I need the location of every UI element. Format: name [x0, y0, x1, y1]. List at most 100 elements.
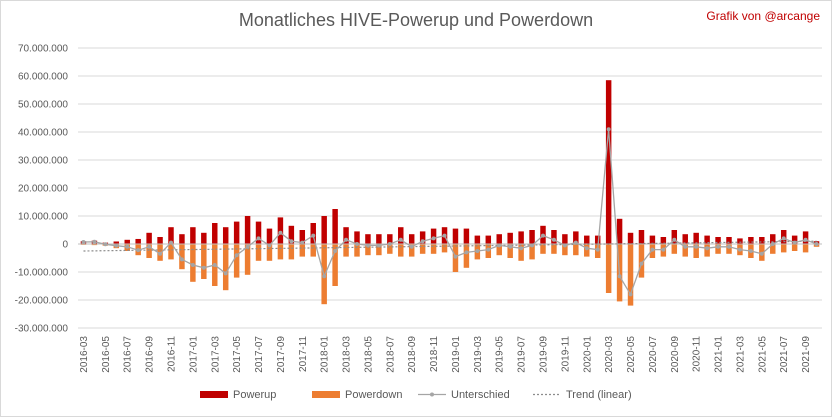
y-tick-label: 70.000.000	[18, 44, 68, 55]
bar-powerup	[354, 231, 360, 244]
bar-powerup	[233, 221, 240, 244]
difference-point	[770, 242, 775, 246]
bar-powerdown	[518, 244, 524, 261]
bar-powerup	[113, 241, 120, 244]
bar-powerdown	[638, 244, 645, 278]
difference-point	[245, 244, 250, 249]
x-tick-label: 2021-09	[801, 336, 812, 373]
bar-powerdown	[770, 244, 776, 254]
difference-point	[562, 243, 567, 248]
difference-point	[617, 274, 622, 279]
y-tick-label: -30.000.000	[15, 324, 69, 335]
bar-powerdown	[343, 244, 349, 257]
difference-point	[748, 249, 753, 253]
legend-swatch	[200, 391, 228, 398]
bar-powerdown	[507, 244, 513, 258]
difference-point	[289, 239, 294, 244]
x-tick-label: 2018-03	[342, 336, 353, 373]
bar-powerdown	[91, 244, 98, 246]
difference-point	[398, 237, 403, 242]
difference-point	[256, 236, 261, 241]
x-tick-label: 2019-09	[539, 336, 550, 373]
bar-powerup	[255, 221, 262, 244]
bar-powerdown	[693, 244, 699, 258]
difference-point	[464, 250, 469, 255]
x-tick-label: 2017-09	[276, 336, 287, 373]
bar-powerup	[748, 237, 754, 244]
bar-powerdown	[299, 244, 306, 257]
bar-powerdown	[573, 244, 579, 256]
bar-powerup	[518, 231, 524, 244]
bar-powerdown	[715, 244, 721, 254]
bar-powerdown	[682, 244, 688, 257]
x-tick-label: 2017-05	[232, 336, 243, 373]
bar-powerdown	[802, 244, 809, 253]
difference-point	[628, 292, 633, 297]
bar-powerup	[452, 228, 459, 244]
y-tick-label: 60.000.000	[18, 72, 68, 83]
difference-point	[759, 251, 764, 256]
legend-label: Powerup	[233, 389, 276, 401]
bar-powerdown	[605, 244, 612, 293]
bar-powerup	[365, 234, 371, 244]
bar-powerdown	[233, 244, 240, 278]
x-tick-label: 2019-01	[451, 336, 462, 373]
x-tick-label: 2016-09	[145, 336, 156, 373]
bar-powerup	[398, 227, 404, 244]
difference-point	[158, 251, 163, 256]
difference-point	[179, 257, 184, 262]
x-tick-label: 2017-07	[254, 336, 265, 373]
y-axis: -30.000.000 -20.000.000 -10.000.000 0 10.000…	[15, 44, 69, 335]
bar-powerup	[244, 216, 251, 244]
bar-powerup	[507, 232, 513, 244]
bar-powerup	[616, 218, 623, 244]
bar-powerup	[770, 234, 776, 244]
bar-powerup	[387, 234, 393, 244]
x-tick-label: 2020-05	[626, 336, 637, 373]
difference-point	[376, 243, 381, 248]
x-tick-label: 2020-01	[582, 336, 593, 373]
difference-point	[147, 244, 152, 249]
gridlines	[78, 47, 822, 329]
chart-credit: Grafik von @arcange	[706, 9, 820, 23]
x-tick-label: 2017-11	[298, 336, 309, 372]
bar-powerup	[463, 228, 470, 244]
difference-point	[694, 244, 699, 249]
bar-powerdown	[562, 244, 568, 256]
difference-point	[716, 244, 721, 249]
y-tick-label: 40.000.000	[18, 128, 68, 139]
x-tick-label: 2017-01	[188, 336, 199, 373]
bar-powerup	[419, 231, 426, 244]
x-tick-label: 2019-07	[517, 336, 528, 373]
bar-powerup	[310, 223, 316, 244]
difference-point	[442, 233, 447, 238]
x-tick-label: 2020-11	[692, 336, 703, 372]
bar-powerup	[693, 232, 699, 244]
bar-powerdown	[266, 244, 273, 261]
bar-powerup	[605, 80, 612, 244]
difference-point	[136, 248, 141, 253]
difference-point	[781, 236, 786, 241]
bar-powerup	[715, 237, 721, 244]
difference-point	[584, 246, 589, 251]
bar-powerup	[376, 234, 382, 244]
difference-point	[322, 274, 327, 279]
bar-powerdown	[365, 244, 371, 256]
difference-point	[737, 247, 742, 252]
bar-powerdown	[496, 244, 502, 256]
bar-powerup	[551, 230, 557, 244]
x-tick-label: 2018-01	[320, 336, 331, 373]
bar-powerdown	[387, 244, 393, 254]
bar-powerdown	[540, 244, 546, 254]
bar-powerdown	[441, 244, 448, 253]
x-tick-label: 2019-05	[495, 336, 506, 373]
x-tick-label: 2016-11	[167, 336, 178, 372]
x-tick-label: 2020-07	[648, 336, 659, 373]
x-tick-label: 2021-05	[757, 336, 768, 373]
difference-point	[486, 247, 491, 252]
difference-point	[311, 233, 316, 238]
bar-powerdown	[704, 244, 710, 257]
y-tick-label: 0	[62, 240, 68, 251]
bar-powerdown	[146, 244, 152, 258]
